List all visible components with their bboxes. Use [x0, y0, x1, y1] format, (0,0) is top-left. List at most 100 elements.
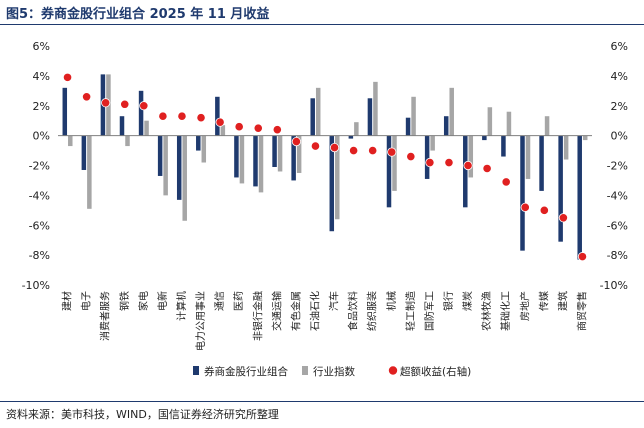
excess-point: [272, 125, 282, 135]
index-bar: [411, 96, 416, 136]
excess-point: [101, 98, 111, 108]
index-bar: [277, 135, 283, 172]
category-label: 农林牧渔: [480, 291, 493, 331]
y-tick-label: -4%: [29, 189, 50, 202]
excess-point: [291, 137, 301, 147]
index-bar: [315, 87, 321, 136]
legend-swatch: [302, 366, 308, 375]
category-label: 电子: [80, 291, 93, 311]
y-tick-label: -8%: [29, 249, 50, 262]
portfolio-bar: [367, 98, 373, 136]
excess-point: [139, 101, 149, 111]
y-tick-label: -10%: [22, 279, 50, 292]
excess-point: [520, 202, 530, 212]
category-label: 传媒: [538, 291, 550, 311]
excess-point: [196, 113, 206, 123]
portfolio-bar: [386, 135, 392, 208]
y2-tick-label: 0%: [611, 130, 628, 143]
portfolio-bar: [520, 135, 525, 251]
y2-tick-label: -10%: [600, 279, 628, 292]
left-axis-ticks: 6% 4% 2% 0% -2% -4% -6% -8% -10%: [22, 40, 50, 292]
excess-point: [349, 145, 359, 156]
index-bar: [525, 135, 531, 179]
category-label: 食品饮料: [347, 291, 360, 331]
category-label: 电新: [156, 291, 169, 311]
category-label: 银行: [442, 291, 455, 311]
excess-point: [234, 122, 244, 132]
excess-point: [444, 157, 454, 168]
portfolio-bar: [443, 116, 449, 136]
index-bar: [468, 135, 474, 178]
index-bar: [258, 135, 264, 193]
legend-swatch: [388, 366, 398, 375]
portfolio-bar: [463, 135, 468, 208]
index-bar: [163, 135, 168, 196]
y2-tick-label: -2%: [607, 160, 628, 173]
portfolio-bar: [196, 135, 201, 151]
category-label: 建筑: [556, 291, 569, 311]
portfolio-bar: [405, 117, 411, 136]
portfolio-bar: [291, 135, 296, 181]
legend-label: 券商金股行业组合: [204, 365, 288, 378]
category-label: 基础化工: [499, 291, 512, 331]
portfolio-bar: [81, 135, 87, 170]
source-rule: [0, 401, 644, 402]
category-label: 有色金属: [289, 291, 302, 331]
index-bar: [544, 116, 550, 136]
portfolio-bar: [577, 135, 582, 260]
category-label: 纺织服装: [366, 291, 379, 331]
index-bar: [582, 135, 588, 141]
excess-point: [539, 205, 549, 215]
excess-point: [310, 141, 321, 151]
portfolio-bar: [62, 87, 68, 136]
y2-tick-label: 6%: [611, 40, 628, 53]
source-note: 资料来源：美市科技，WIND，国信证券经济研究所整理: [6, 408, 279, 421]
excess-point: [120, 99, 130, 109]
portfolio-bar: [157, 135, 163, 176]
category-label: 煤炭: [461, 291, 474, 311]
y-tick-label: -6%: [29, 219, 50, 232]
y2-tick-label: 2%: [611, 100, 628, 113]
portfolio-bar: [119, 116, 125, 136]
index-bar: [296, 135, 302, 173]
index-bar: [87, 135, 92, 209]
portfolio-bar: [348, 135, 354, 139]
index-bar: [487, 107, 493, 136]
index-bar: [506, 111, 512, 136]
portfolio-bar: [310, 98, 315, 136]
category-label: 计算机: [175, 291, 188, 321]
index-bar: [354, 122, 359, 136]
index-bar: [182, 135, 187, 221]
figure-title: 图5：券商金股行业组合 2025 年 11 月收益: [6, 7, 270, 22]
excess-point: [215, 117, 225, 127]
category-label: 商贸零售: [575, 291, 588, 331]
excess-point: [387, 147, 397, 157]
y-tick-label: 0%: [33, 130, 50, 143]
excess-point: [406, 151, 416, 162]
excess-point: [82, 92, 92, 102]
excess-return-points: [62, 72, 588, 262]
category-label: 石油石化: [308, 291, 321, 331]
portfolio-bar: [424, 135, 430, 179]
portfolio-bar: [539, 135, 544, 191]
right-axis-ticks: 6% 4% 2% 0% -2% -4% -6% -8% -10%: [600, 40, 628, 292]
excess-point: [368, 145, 378, 156]
y2-tick-label: -8%: [607, 249, 628, 262]
excess-point: [158, 111, 168, 121]
category-label: 钢铁: [118, 291, 131, 311]
index-bar: [220, 125, 226, 136]
portfolio-bar: [215, 96, 220, 136]
portfolio-bar: [501, 135, 506, 157]
excess-point: [558, 213, 568, 223]
y-tick-label: 2%: [33, 100, 50, 113]
excess-point: [253, 123, 263, 133]
portfolio-bar: [329, 135, 335, 232]
category-label: 汽车: [328, 291, 341, 311]
portfolio-bar: [482, 135, 487, 141]
index-bar: [373, 81, 378, 136]
index-bar: [201, 135, 207, 163]
y-tick-label: -2%: [29, 160, 50, 173]
excess-point: [463, 160, 473, 171]
category-label: 电力公用事业: [194, 291, 207, 351]
category-label: 非银行金融: [251, 291, 264, 341]
